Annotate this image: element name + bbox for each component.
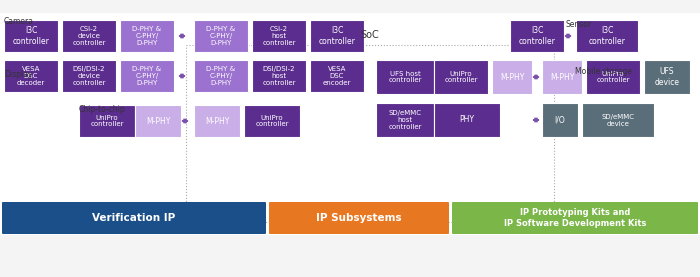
- Text: Display: Display: [4, 70, 32, 79]
- Text: M-PHY: M-PHY: [146, 117, 170, 125]
- Bar: [434, 103, 500, 137]
- Text: UniPro
controller: UniPro controller: [90, 114, 124, 127]
- Text: SD/eMMC
host
controller: SD/eMMC host controller: [389, 110, 421, 130]
- Bar: [62, 60, 116, 92]
- Bar: [79, 105, 135, 137]
- Bar: [376, 103, 434, 137]
- Text: D-PHY &
C-PHY/
D-PHY: D-PHY & C-PHY/ D-PHY: [132, 66, 162, 86]
- FancyBboxPatch shape: [2, 202, 266, 234]
- Bar: [120, 20, 174, 52]
- Text: UniPro
controller: UniPro controller: [444, 71, 477, 83]
- Bar: [244, 105, 300, 137]
- Text: D-PHY &
C-PHY/
D-PHY: D-PHY & C-PHY/ D-PHY: [206, 66, 236, 86]
- Bar: [542, 60, 582, 94]
- Bar: [120, 60, 174, 92]
- Text: I3C
controller: I3C controller: [318, 26, 356, 46]
- Bar: [310, 60, 364, 92]
- Bar: [582, 103, 654, 137]
- Bar: [194, 105, 240, 137]
- Bar: [4, 20, 58, 52]
- Text: UFS host
controller: UFS host controller: [389, 71, 421, 83]
- Bar: [644, 60, 690, 94]
- Text: UniPro
controller: UniPro controller: [596, 71, 630, 83]
- Text: M-PHY: M-PHY: [500, 73, 524, 81]
- Bar: [135, 105, 181, 137]
- Text: D-PHY &
C-PHY/
D-PHY: D-PHY & C-PHY/ D-PHY: [206, 26, 236, 46]
- Text: Camera: Camera: [4, 17, 34, 26]
- Text: CSI-2
device
controller: CSI-2 device controller: [72, 26, 106, 46]
- Bar: [310, 20, 364, 52]
- Bar: [62, 20, 116, 52]
- Text: IP Prototyping Kits and
IP Software Development Kits: IP Prototyping Kits and IP Software Deve…: [504, 208, 646, 228]
- Text: CSI-2
host
controller: CSI-2 host controller: [262, 26, 295, 46]
- Text: VESA
DSC
decoder: VESA DSC decoder: [17, 66, 45, 86]
- FancyBboxPatch shape: [452, 202, 698, 234]
- Bar: [194, 60, 248, 92]
- Text: SoC: SoC: [360, 30, 379, 40]
- Text: Verification IP: Verification IP: [92, 213, 176, 223]
- Text: Mobile storage: Mobile storage: [575, 67, 632, 76]
- Bar: [434, 60, 488, 94]
- Text: D-PHY &
C-PHY/
D-PHY: D-PHY & C-PHY/ D-PHY: [132, 26, 162, 46]
- Bar: [510, 20, 564, 52]
- Text: I/O: I/O: [554, 116, 566, 124]
- Bar: [4, 60, 58, 92]
- Bar: [576, 20, 638, 52]
- Text: I3C
controller: I3C controller: [589, 26, 625, 46]
- Text: SD/eMMC
device: SD/eMMC device: [601, 114, 634, 127]
- Text: M-PHY: M-PHY: [205, 117, 229, 125]
- Bar: [376, 60, 434, 94]
- Bar: [252, 20, 306, 52]
- Text: I3C
controller: I3C controller: [13, 26, 50, 46]
- Bar: [492, 60, 532, 94]
- Text: IP Subsystems: IP Subsystems: [316, 213, 402, 223]
- Bar: [252, 60, 306, 92]
- Text: Chip-to-chip: Chip-to-chip: [79, 105, 126, 114]
- Bar: [0, 13, 700, 235]
- Text: Sensor: Sensor: [565, 20, 591, 29]
- Bar: [586, 60, 640, 94]
- Text: DSI/DSI-2
host
controller: DSI/DSI-2 host controller: [262, 66, 295, 86]
- Bar: [542, 103, 578, 137]
- Text: UniPro
controller: UniPro controller: [256, 114, 288, 127]
- Text: PHY: PHY: [459, 116, 475, 124]
- Text: UFS
device: UFS device: [654, 67, 680, 87]
- FancyBboxPatch shape: [269, 202, 449, 234]
- Text: I3C
controller: I3C controller: [519, 26, 555, 46]
- Text: VESA
DSC
encoder: VESA DSC encoder: [323, 66, 351, 86]
- Text: DSI/DSI-2
device
controller: DSI/DSI-2 device controller: [72, 66, 106, 86]
- Text: M-PHY: M-PHY: [550, 73, 574, 81]
- Bar: [194, 20, 248, 52]
